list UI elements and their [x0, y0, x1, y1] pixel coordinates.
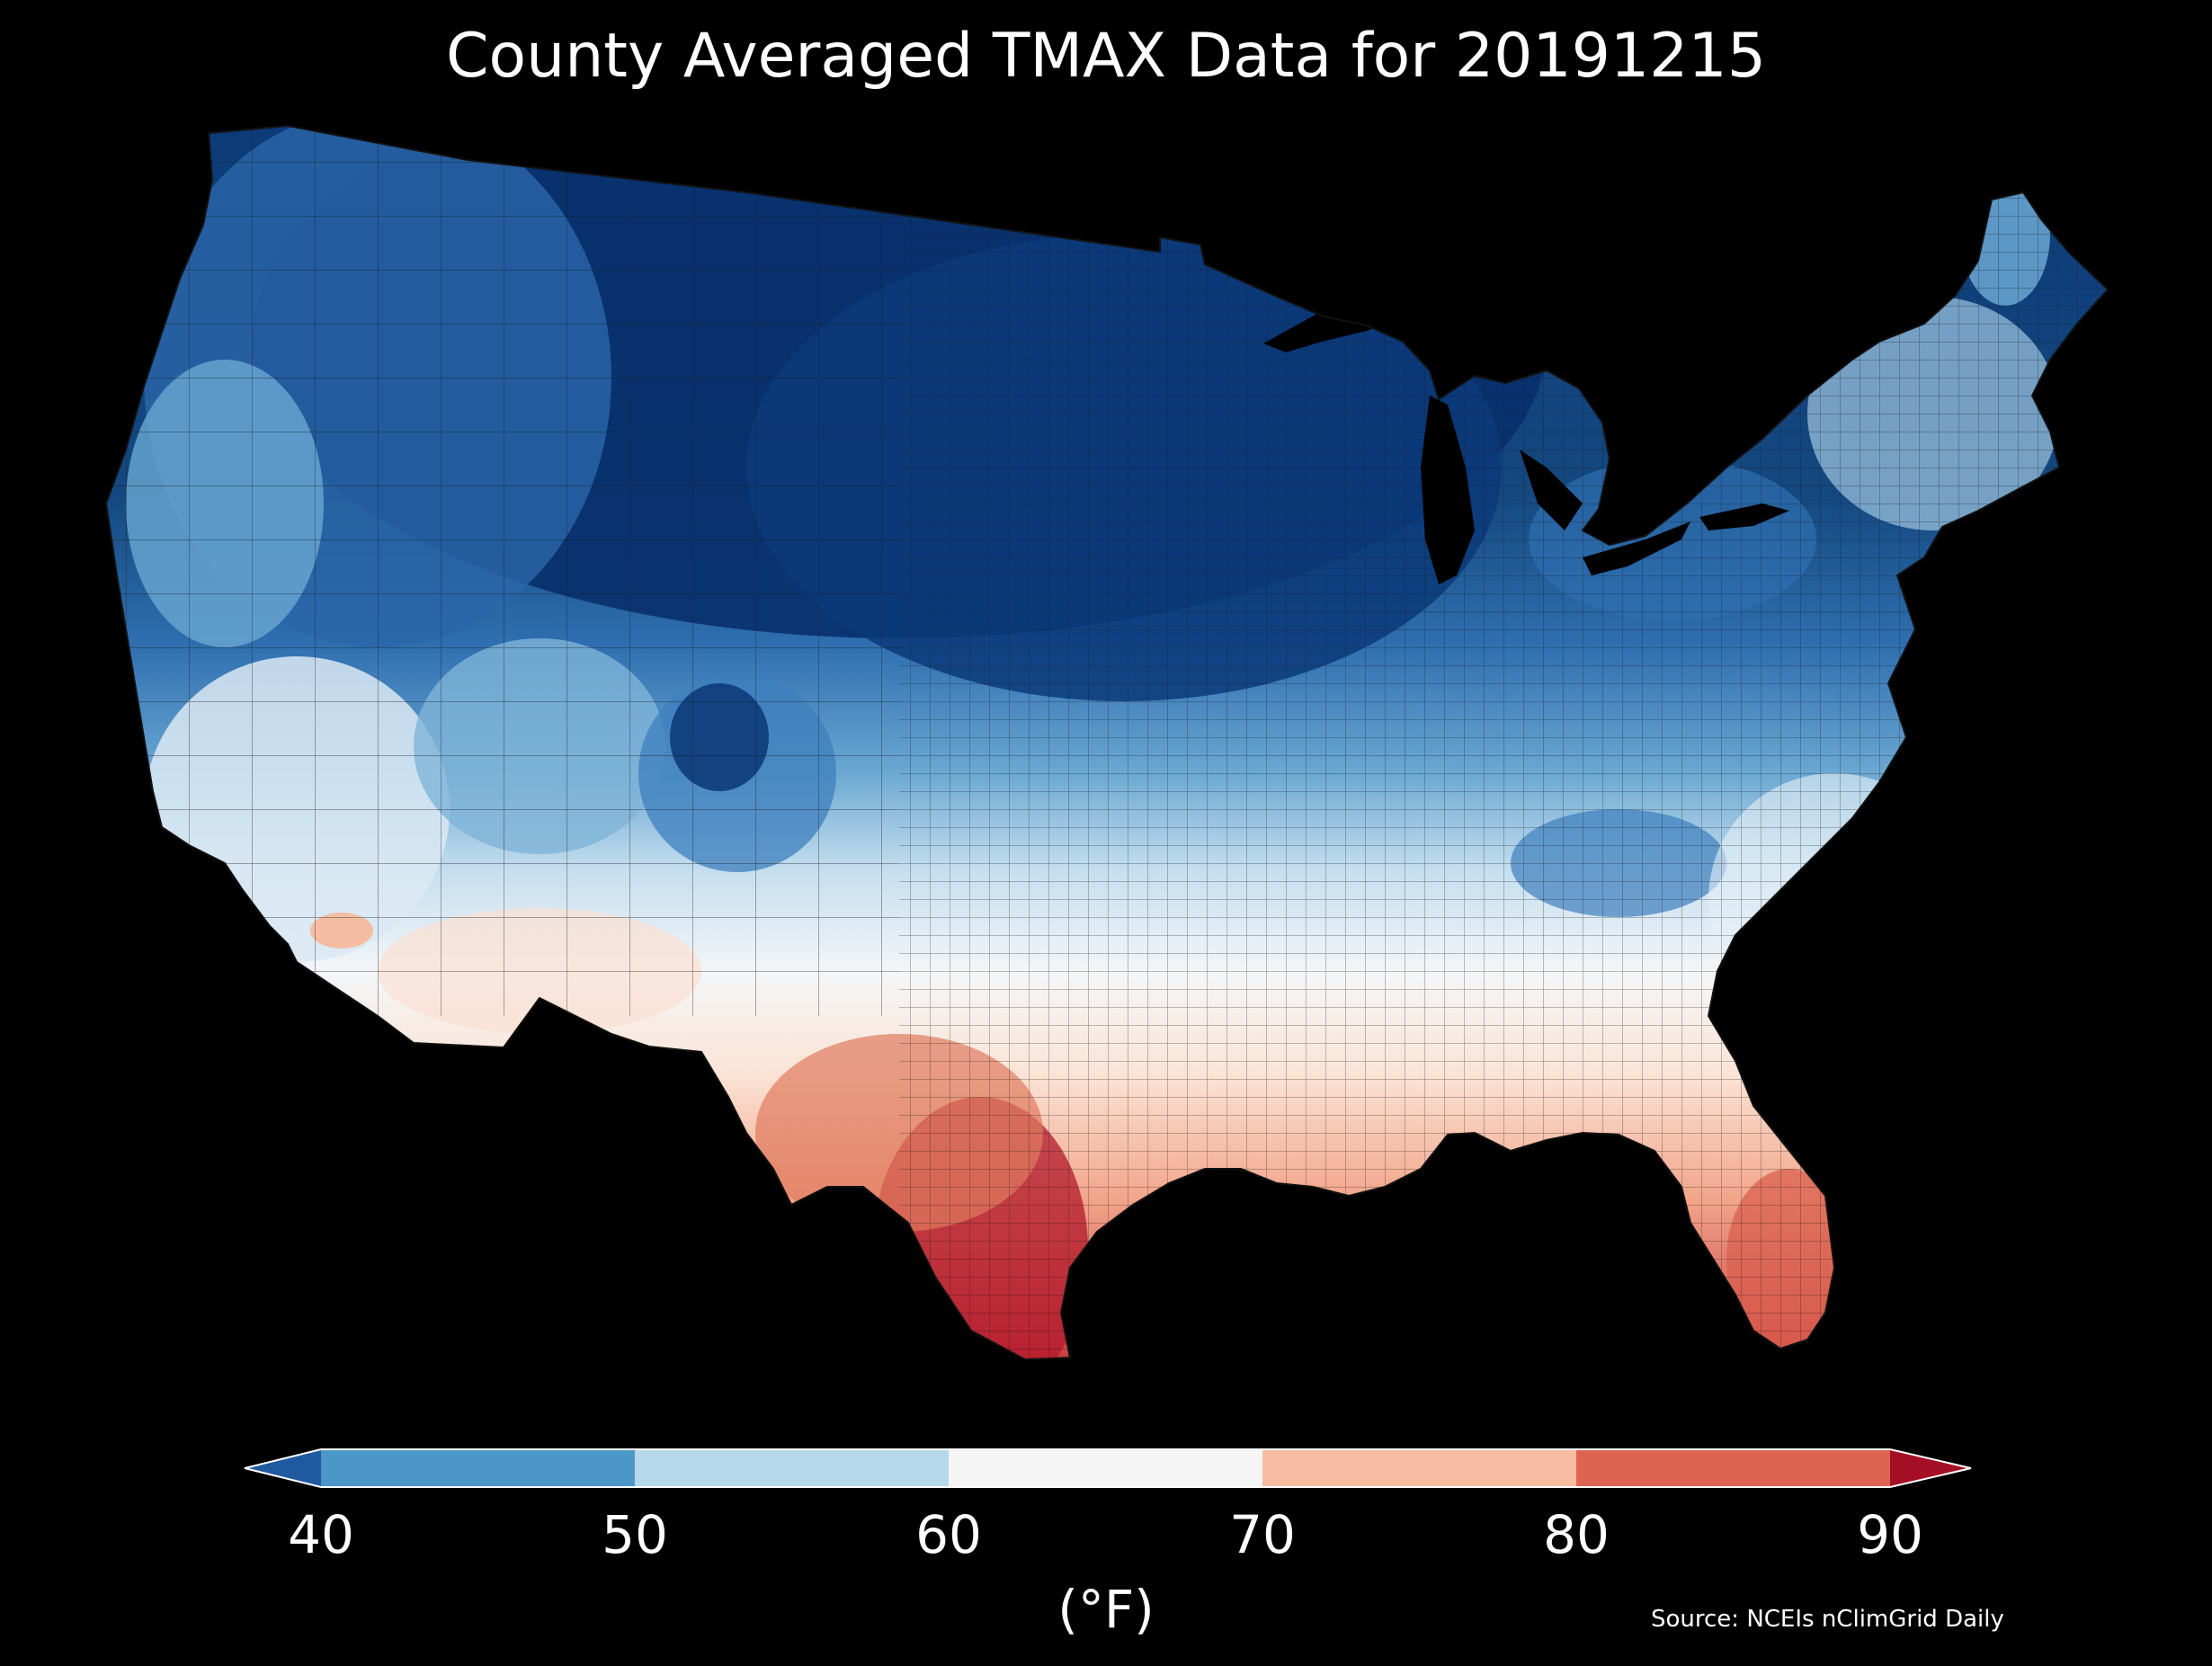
source-note: Source: NCEIs nClimGrid Daily — [1651, 1606, 2004, 1633]
lake-erie — [1583, 521, 1690, 575]
colorbar-bin — [321, 1449, 635, 1487]
us-outline — [104, 124, 2109, 1361]
colorbar-tick-label: 60 — [915, 1504, 982, 1565]
colorbar-bin — [1262, 1449, 1576, 1487]
colorbar-tick-label: 50 — [602, 1504, 668, 1565]
colorbar-bin — [949, 1449, 1262, 1487]
lake-huron — [1520, 450, 1583, 530]
colorbar-tick-label: 70 — [1229, 1504, 1296, 1565]
lake-superior — [1263, 304, 1403, 352]
colorbar-bin — [1576, 1449, 1890, 1487]
colorbar-outline — [244, 1448, 1972, 1488]
colorbar-tick-label: 40 — [288, 1504, 354, 1565]
colorbar-bin — [635, 1449, 949, 1487]
colorbar-bin — [1890, 1449, 1971, 1487]
lake-michigan — [1421, 396, 1475, 584]
map-title: County Averaged TMAX Data for 20191215 — [446, 21, 1766, 92]
lake-ontario — [1699, 503, 1789, 530]
great-lakes — [1263, 304, 1789, 584]
colorbar-tick-label: 80 — [1543, 1504, 1610, 1565]
colorbar-tick-label: 90 — [1857, 1504, 1923, 1565]
colorbar-unit-label: (°F) — [1057, 1579, 1155, 1640]
colorbar-bin — [245, 1449, 321, 1487]
